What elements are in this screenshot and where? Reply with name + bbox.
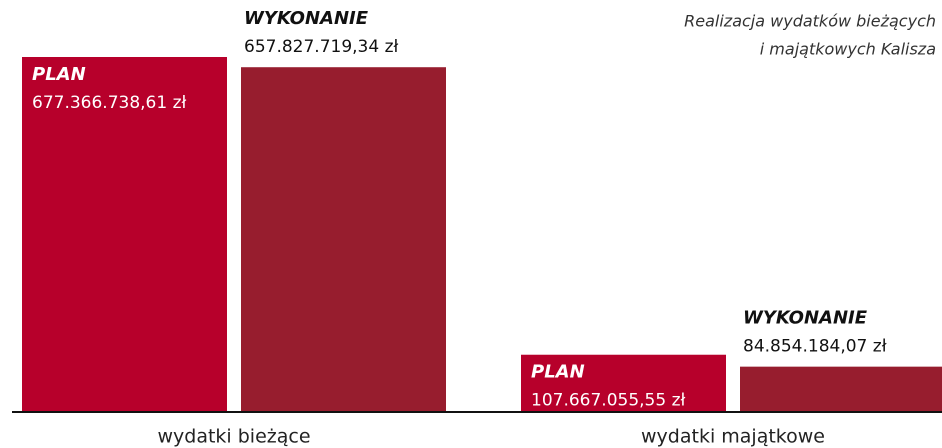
x-tick-label: wydatki majątkowe — [641, 426, 825, 448]
value-label: 84.854.184,07 zł — [743, 337, 887, 357]
value-label: 657.827.719,34 zł — [244, 37, 399, 57]
bar — [740, 366, 942, 411]
bar — [22, 57, 227, 411]
bar — [521, 354, 726, 411]
series-name: WYKONANIE — [244, 8, 369, 29]
value-label: 677.366.738,61 zł — [32, 93, 187, 113]
x-tick-label: wydatki bieżące — [157, 426, 310, 448]
series-name: PLAN — [32, 64, 86, 85]
chart-title: i majątkowych Kalisza — [760, 40, 936, 59]
chart-title: Realizacja wydatków bieżących — [684, 12, 936, 31]
series-name: PLAN — [531, 362, 585, 383]
series-name: WYKONANIE — [743, 308, 868, 329]
bar — [241, 67, 446, 411]
value-label: 107.667.055,55 zł — [531, 391, 686, 411]
